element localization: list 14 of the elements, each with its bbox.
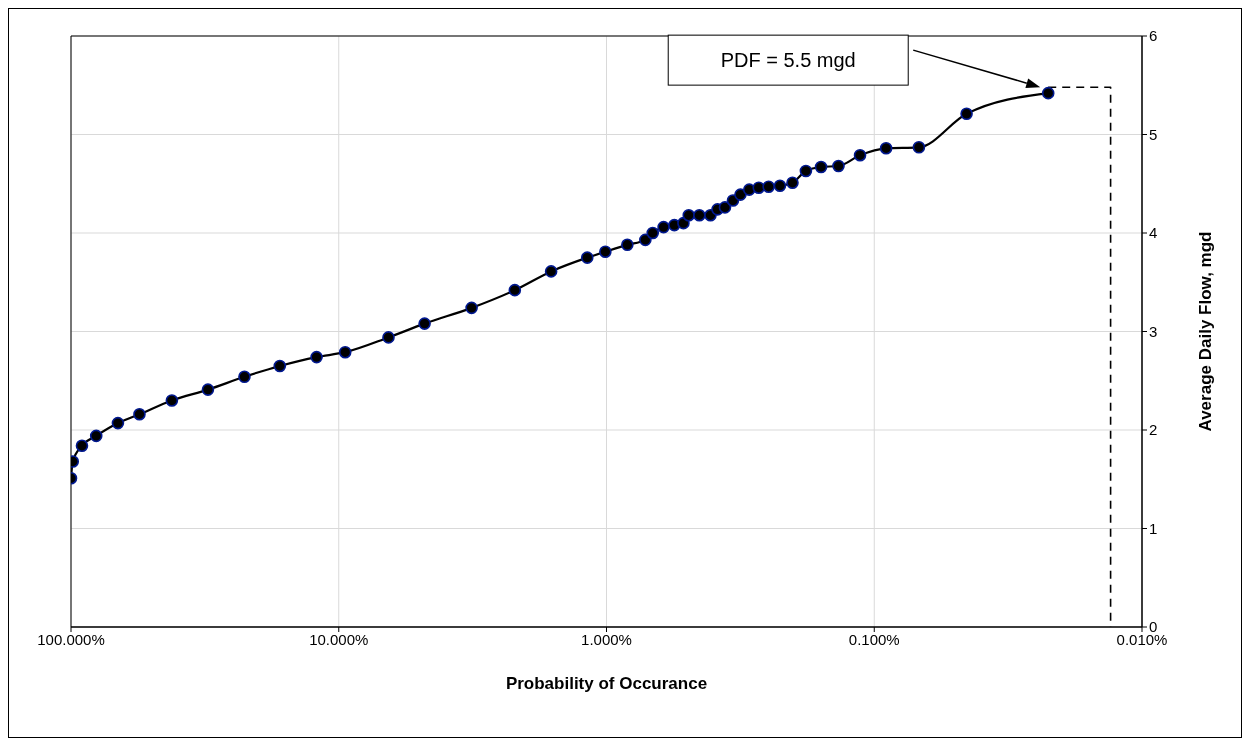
y-axis-title: Average Daily Flow, mgd [1196, 231, 1216, 432]
y-tick-label: 0 [1149, 618, 1158, 636]
annotation: PDF = 5.5 mgd [720, 49, 856, 72]
x-tick-label: 0.100% [848, 630, 900, 648]
y-tick-label: 6 [1149, 27, 1158, 45]
y-tick-label: 1 [1149, 519, 1158, 537]
y-tick-label: 4 [1149, 224, 1158, 242]
y-tick-label: 5 [1149, 125, 1158, 143]
x-tick-label: 100.000% [37, 630, 105, 648]
x-axis-title: Probability of Occurance [505, 674, 708, 693]
x-tick-label: 10.000% [309, 630, 369, 648]
y-tick-label: 2 [1149, 421, 1158, 439]
x-tick-label: 1.000% [581, 630, 632, 648]
y-tick-label: 3 [1149, 322, 1158, 340]
